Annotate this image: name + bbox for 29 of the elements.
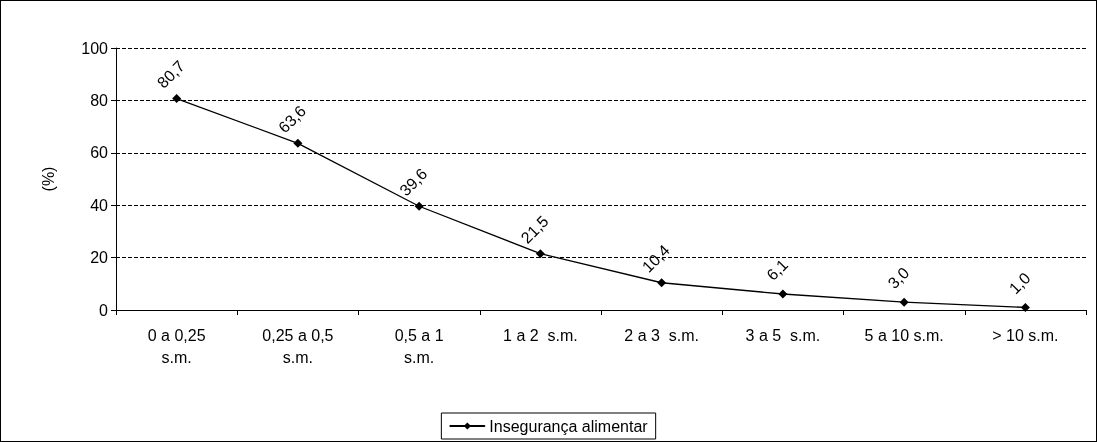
y-tick-label: 40 (90, 196, 109, 214)
data-label: 3,0 (884, 264, 913, 292)
data-label: 1,0 (1005, 269, 1034, 298)
point (657, 278, 667, 288)
point (293, 138, 303, 148)
y-tick-label: 0 (99, 301, 109, 319)
x-tick-label: 1 a 2 s.m. (503, 326, 578, 344)
data-label: 6,1 (763, 255, 792, 284)
data-label: 63,6 (275, 102, 310, 137)
x-tick-label: 0 a 0,25 s.m. (147, 326, 206, 366)
x-tick-label: 0,25 a 0,5 s.m. (262, 326, 334, 366)
point (414, 201, 424, 211)
point (899, 297, 909, 307)
point (172, 94, 182, 104)
y-tick-label: 100 (81, 39, 109, 57)
legend-label: Insegurança alimentar (489, 417, 649, 435)
x-tick-label: 0,5 a 1 s.m. (394, 326, 444, 366)
y-axis-title: (%) (39, 166, 57, 192)
data-label: 39,6 (396, 165, 431, 200)
point (778, 289, 788, 299)
x-tick-label: 5 a 10 s.m. (864, 326, 944, 344)
x-tick-label: > 10 s.m. (992, 326, 1059, 344)
point (1020, 302, 1030, 312)
y-tick-label: 80 (90, 91, 109, 109)
point (535, 249, 545, 259)
y-tick-label: 20 (90, 249, 109, 267)
x-tick-label: 3 a 5 s.m. (745, 326, 821, 344)
y-tick-label: 60 (90, 144, 109, 162)
x-tick-label: 2 a 3 s.m. (624, 326, 699, 344)
